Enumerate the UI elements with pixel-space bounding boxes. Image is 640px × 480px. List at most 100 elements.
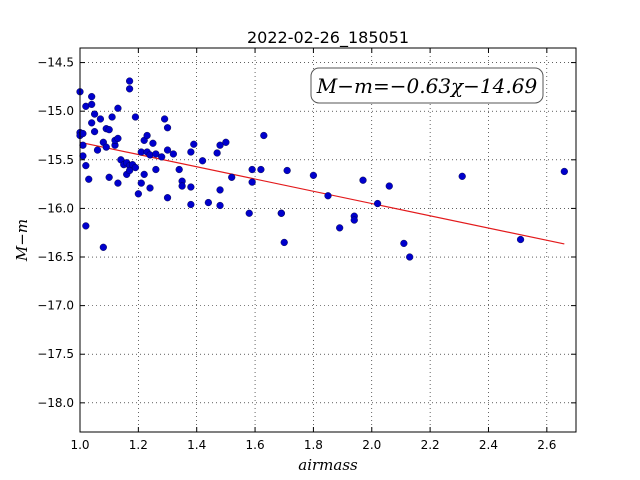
data-point: [400, 239, 408, 248]
data-point: [187, 148, 195, 156]
y-axis-label: M−m: [13, 219, 31, 262]
data-point: [134, 190, 142, 198]
data-point: [374, 199, 382, 208]
data-point: [163, 146, 172, 154]
data-point: [248, 165, 256, 174]
data-point: [102, 143, 110, 151]
data-point: [198, 157, 207, 165]
data-point: [88, 119, 96, 127]
data-point: [137, 179, 145, 187]
data-point: [216, 201, 224, 210]
data-points: [76, 77, 568, 261]
data-point: [204, 198, 212, 207]
data-point: [79, 129, 87, 138]
fit-annotation: M−m=−0.63χ−14.69: [310, 67, 544, 104]
data-point: [88, 93, 96, 101]
data-point: [82, 222, 90, 230]
data-point: [85, 175, 93, 183]
data-point: [222, 138, 230, 146]
data-point: [158, 153, 166, 161]
data-point: [90, 128, 99, 136]
data-point: [216, 141, 224, 149]
grid-lines: [79, 48, 576, 432]
y-tick-label: −17.5: [37, 347, 74, 361]
data-point: [228, 173, 236, 181]
x-tick-label: 1.4: [187, 438, 206, 452]
data-point: [114, 134, 122, 143]
plot-frame: [79, 47, 577, 433]
x-tick-label: 2.4: [479, 438, 498, 452]
data-point: [458, 172, 466, 180]
data-point: [309, 171, 318, 179]
y-tick-label: −15.0: [37, 104, 74, 118]
x-tick-label: 1.8: [304, 438, 323, 452]
data-point: [260, 131, 268, 140]
data-point: [105, 173, 113, 181]
data-point: [163, 124, 172, 132]
y-tick-labels: −14.5 −15.0 −15.5 −16.0 −16.5 −17.0 −17.5 −18.0: [37, 56, 74, 410]
data-point: [406, 253, 414, 261]
annotation-box: [310, 67, 544, 104]
y-tick-label: −15.5: [37, 153, 74, 167]
annotation-equation: M−m=−0.63χ−14.69: [316, 74, 538, 98]
data-point: [140, 170, 148, 178]
data-point: [277, 209, 285, 217]
data-point: [131, 163, 140, 172]
data-point: [105, 126, 113, 134]
data-point: [163, 194, 172, 202]
data-point: [108, 113, 116, 121]
data-point: [336, 224, 344, 232]
data-point: [560, 167, 568, 176]
data-point: [187, 183, 195, 191]
data-point: [350, 216, 358, 224]
data-point: [175, 165, 183, 174]
data-point: [131, 113, 140, 121]
data-point: [93, 146, 102, 154]
y-tick-label: −18.0: [37, 396, 74, 410]
y-tick-label: −14.5: [37, 56, 74, 70]
data-point: [169, 150, 177, 158]
y-tick-label: −16.5: [37, 250, 74, 264]
data-point: [324, 192, 332, 200]
x-tick-label: 2.6: [537, 438, 556, 452]
data-point: [126, 77, 134, 85]
x-tick-label: 1.2: [129, 438, 148, 452]
y-tick-label: −16.0: [37, 201, 74, 215]
data-point: [126, 166, 134, 175]
data-point: [280, 238, 288, 247]
chart-title: 2022-02-26_185051: [247, 28, 409, 48]
data-point: [79, 141, 87, 149]
data-point: [152, 165, 160, 174]
data-point: [126, 85, 134, 93]
x-tick-label: 2.0: [362, 438, 381, 452]
data-point: [283, 166, 291, 175]
data-point: [248, 178, 256, 186]
data-point: [161, 115, 169, 123]
data-point: [359, 176, 367, 184]
data-point: [187, 200, 195, 209]
data-point: [516, 235, 525, 244]
data-point: [149, 139, 157, 147]
x-axis-label: airmass: [298, 456, 358, 474]
y-tick-label: −17.0: [37, 299, 74, 313]
x-tick-labels: 1.0 1.2 1.4 1.6 1.8 2.0 2.2 2.4 2.6: [70, 438, 556, 452]
x-tick-label: 1.6: [246, 438, 265, 452]
x-tick-label: 2.2: [421, 438, 440, 452]
data-point: [213, 149, 221, 157]
data-point: [82, 162, 90, 170]
data-point: [152, 150, 160, 158]
data-point: [143, 131, 151, 140]
data-point: [245, 209, 253, 217]
data-point: [257, 165, 265, 174]
data-point: [79, 152, 87, 160]
axis-ticks: [79, 48, 576, 432]
data-point: [146, 184, 154, 192]
data-point: [190, 140, 198, 148]
x-tick-label: 1.0: [70, 438, 89, 452]
data-point: [385, 182, 393, 190]
data-point: [90, 110, 99, 118]
data-point: [99, 243, 107, 251]
data-point: [216, 186, 224, 194]
data-point: [114, 179, 122, 187]
